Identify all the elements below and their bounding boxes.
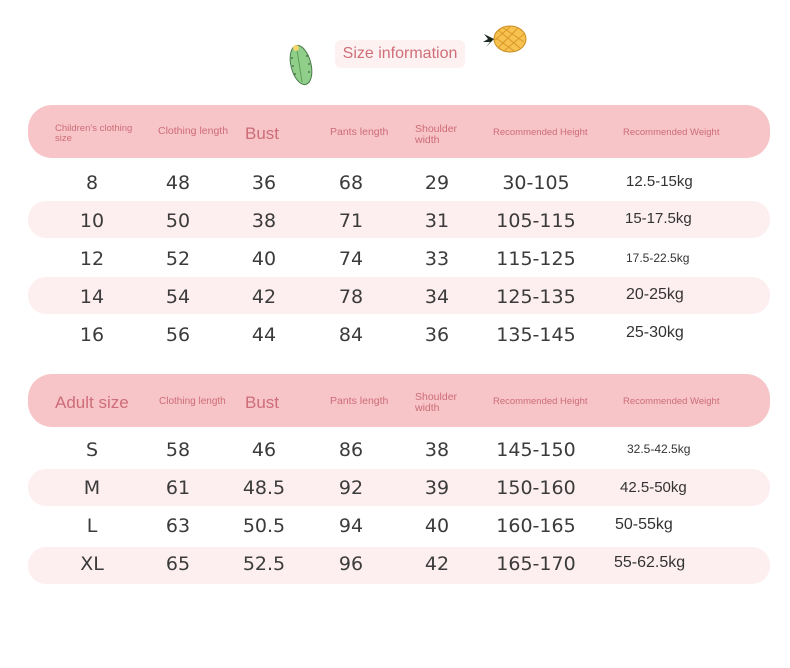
height-cell: 135-145 — [496, 324, 576, 346]
pants-length-cell: 78 — [338, 286, 364, 308]
bust-cell: 52.5 — [242, 553, 286, 575]
bust-cell: 46 — [251, 439, 277, 461]
header-shoulder-width: Shoulder width — [415, 123, 458, 146]
header-bust: Bust — [245, 124, 280, 143]
shoulder-width-cell: 38 — [424, 439, 450, 461]
shoulder-width-cell: 42 — [424, 553, 450, 575]
size-cell: XL — [80, 553, 104, 575]
height-cell: 115-125 — [496, 248, 576, 270]
bust-cell: 38 — [251, 210, 277, 232]
clothing-length-cell: 50 — [165, 210, 191, 232]
row-band — [28, 547, 770, 584]
header-recommended-weight: Recommended Weight — [623, 396, 720, 407]
header-pants-length: Pants length — [330, 395, 389, 407]
bust-cell: 40 — [251, 248, 277, 270]
adult-header-bar — [28, 374, 770, 427]
size-cell: M — [83, 477, 101, 499]
shoulder-width-cell: 31 — [424, 210, 450, 232]
height-cell: 105-115 — [496, 210, 576, 232]
cactus-icon — [289, 44, 313, 86]
weight-cell: 17.5-22.5kg — [626, 251, 690, 265]
size-cell: L — [86, 515, 98, 537]
shoulder-width-cell: 39 — [424, 477, 450, 499]
pants-length-cell: 96 — [338, 553, 364, 575]
bust-cell: 50.5 — [242, 515, 286, 537]
shoulder-width-cell: 34 — [424, 286, 450, 308]
size-cell: S — [85, 439, 99, 461]
height-cell: 160-165 — [496, 515, 576, 537]
page-title: Size information — [335, 40, 465, 68]
header-shoulder-width: Shoulder width — [415, 391, 458, 414]
clothing-length-cell: 65 — [165, 553, 191, 575]
header-size: Children's clothing size — [55, 123, 133, 144]
shoulder-width-cell: 40 — [424, 515, 450, 537]
height-cell: 125-135 — [496, 286, 576, 308]
size-cell: 12 — [79, 248, 105, 270]
pants-length-cell: 86 — [338, 439, 364, 461]
shoulder-width-cell: 36 — [424, 324, 450, 346]
weight-cell: 12.5-15kg — [626, 173, 693, 190]
header-recommended-height: Recommended Height — [493, 127, 588, 138]
clothing-length-cell: 52 — [165, 248, 191, 270]
weight-cell: 32.5-42.5kg — [627, 442, 691, 456]
header-recommended-height: Recommended Height — [493, 396, 588, 407]
pants-length-cell: 71 — [338, 210, 364, 232]
header-clothing-length: Clothing length — [159, 396, 226, 407]
height-cell: 150-160 — [496, 477, 576, 499]
height-cell: 30-105 — [502, 172, 570, 194]
pineapple-icon — [483, 25, 527, 53]
pants-length-cell: 74 — [338, 248, 364, 270]
header-adult-size: Adult size — [55, 393, 129, 412]
row-band — [28, 201, 770, 238]
row-band — [28, 277, 770, 314]
weight-cell: 20-25kg — [626, 286, 684, 303]
pants-length-cell: 94 — [338, 515, 364, 537]
weight-cell: 25-30kg — [626, 324, 684, 341]
header-clothing-length: Clothing length — [158, 125, 229, 137]
row-band — [28, 469, 770, 506]
shoulder-width-cell: 33 — [424, 248, 450, 270]
children-header-bar — [28, 105, 770, 158]
bust-cell: 42 — [251, 286, 277, 308]
clothing-length-cell: 48 — [165, 172, 191, 194]
clothing-length-cell: 56 — [165, 324, 191, 346]
bust-cell: 48.5 — [242, 477, 286, 499]
weight-cell: 42.5-50kg — [620, 479, 687, 496]
height-cell: 165-170 — [496, 553, 576, 575]
size-cell: 16 — [79, 324, 105, 346]
clothing-length-cell: 54 — [165, 286, 191, 308]
weight-cell: 55-62.5kg — [614, 554, 686, 571]
header-recommended-weight: Recommended Weight — [623, 127, 720, 138]
size-cell: 10 — [79, 210, 105, 232]
shoulder-width-cell: 29 — [424, 172, 450, 194]
size-cell: 8 — [85, 172, 99, 194]
clothing-length-cell: 58 — [165, 439, 191, 461]
header-pants-length: Pants length — [330, 126, 389, 138]
clothing-length-cell: 63 — [165, 515, 191, 537]
size-cell: 14 — [79, 286, 105, 308]
weight-cell: 50-55kg — [615, 516, 673, 533]
pants-length-cell: 68 — [338, 172, 364, 194]
pants-length-cell: 92 — [338, 477, 364, 499]
clothing-length-cell: 61 — [165, 477, 191, 499]
header-bust: Bust — [245, 393, 280, 412]
bust-cell: 44 — [251, 324, 277, 346]
pants-length-cell: 84 — [338, 324, 364, 346]
weight-cell: 15-17.5kg — [625, 210, 692, 227]
height-cell: 145-150 — [496, 439, 576, 461]
bust-cell: 36 — [251, 172, 277, 194]
